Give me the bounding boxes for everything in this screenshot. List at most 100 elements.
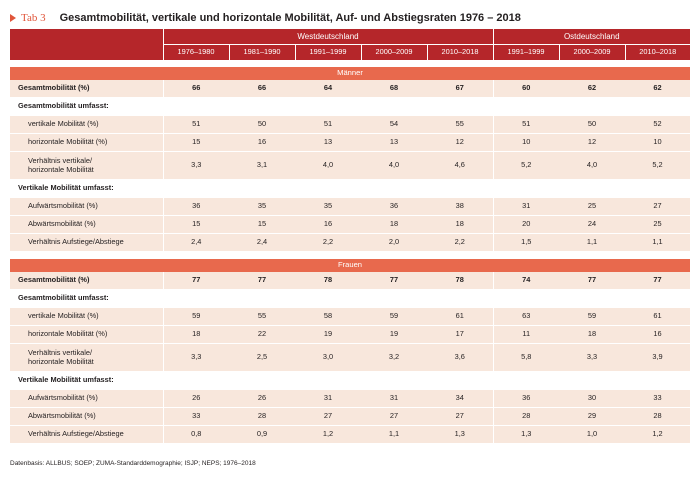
value-cell: 1,3 [427, 425, 493, 444]
section-header: Frauen [10, 259, 691, 272]
value-cell [295, 371, 361, 390]
row-label: Aufwärtsmobilität (%) [10, 389, 163, 408]
value-cell: 28 [625, 407, 691, 426]
value-cell: 16 [295, 215, 361, 234]
value-cell: 62 [559, 80, 625, 98]
value-cell: 77 [229, 272, 295, 290]
row-label: Verhältnis Aufstiege/Abstiege [10, 233, 163, 252]
gap-cell [10, 60, 691, 67]
period-header: 2010–2018 [426, 44, 493, 60]
value-cell: 59 [361, 307, 427, 326]
value-cell: 1,5 [492, 233, 559, 252]
value-cell: 74 [492, 272, 559, 290]
value-cell: 28 [492, 407, 559, 426]
value-cell: 3,3 [162, 151, 229, 180]
value-cell: 22 [229, 325, 295, 344]
table-row: Abwärtsmobilität (%) 33 28 27 27 27 28 29 28 [10, 407, 691, 426]
value-cell: 17 [427, 325, 493, 344]
value-cell: 68 [361, 80, 427, 98]
value-cell: 34 [427, 389, 493, 408]
period-header: 1976–1980 [162, 44, 229, 60]
value-cell [162, 97, 229, 116]
table-row: Abwärtsmobilität (%) 15 15 16 18 18 20 24 25 [10, 215, 691, 234]
value-cell: 1,0 [559, 425, 625, 444]
value-cell: 59 [162, 307, 229, 326]
row-label: Verhältnis vertikale/ horizontale Mobili… [10, 343, 163, 372]
table-row: Verhältnis Aufstiege/Abstiege 0,8 0,9 1,2 1,… [10, 425, 691, 444]
value-cell: 63 [492, 307, 559, 326]
value-cell: 3,0 [295, 343, 361, 372]
value-cell [492, 97, 559, 116]
table-row: vertikale Mobilität (%) 59 55 58 59 61 63 59 61 [10, 307, 691, 326]
value-cell: 50 [229, 115, 295, 134]
value-cell [229, 97, 295, 116]
value-cell: 3,3 [162, 343, 229, 372]
table-row: Aufwärtsmobilität (%) 36 35 35 36 38 31 25 27 [10, 197, 691, 216]
value-cell: 2,5 [229, 343, 295, 372]
value-cell: 77 [162, 272, 229, 290]
value-cell [492, 179, 559, 198]
value-cell: 10 [492, 133, 559, 152]
row-label: Gesamtmobilität (%) [10, 272, 163, 290]
value-cell: 24 [559, 215, 625, 234]
value-cell: 66 [229, 80, 295, 98]
value-cell [295, 97, 361, 116]
value-cell: 1,1 [361, 425, 427, 444]
value-cell [162, 289, 229, 308]
section-gap [10, 60, 691, 67]
value-cell: 28 [229, 407, 295, 426]
value-cell: 20 [492, 215, 559, 234]
value-cell: 60 [492, 80, 559, 98]
value-cell [625, 289, 691, 308]
value-cell: 27 [625, 197, 691, 216]
header-row-periods: 1976–1980 1981–1990 1991–1999 2000–2009 … [10, 44, 691, 60]
period-header: 2010–2018 [624, 44, 691, 60]
value-cell: 31 [295, 389, 361, 408]
value-cell: 29 [559, 407, 625, 426]
value-cell: 27 [295, 407, 361, 426]
section-label: Männer [10, 67, 691, 80]
value-cell [427, 97, 493, 116]
value-cell: 66 [162, 80, 229, 98]
value-cell: 1,2 [295, 425, 361, 444]
row-label: Vertikale Mobilität umfasst: [10, 179, 163, 198]
table-number: Tab 3 [21, 12, 46, 24]
value-cell [229, 179, 295, 198]
value-cell: 26 [162, 389, 229, 408]
table-row: Gesamtmobilität umfasst: [10, 97, 691, 116]
value-cell: 31 [492, 197, 559, 216]
value-cell: 0,9 [229, 425, 295, 444]
value-cell: 25 [559, 197, 625, 216]
value-cell: 3,3 [559, 343, 625, 372]
row-label: Vertikale Mobilität umfasst: [10, 371, 163, 390]
period-header: 2000–2009 [360, 44, 427, 60]
value-cell: 61 [625, 307, 691, 326]
table-row: Verhältnis Aufstiege/Abstiege 2,4 2,4 2,2 2,… [10, 233, 691, 252]
value-cell [559, 289, 625, 308]
value-cell: 33 [162, 407, 229, 426]
value-cell: 59 [559, 307, 625, 326]
section-label: Frauen [10, 259, 691, 272]
gap-cell [10, 251, 691, 259]
value-cell: 1,2 [625, 425, 691, 444]
row-label: Verhältnis Aufstiege/Abstiege [10, 425, 163, 444]
value-cell: 35 [229, 197, 295, 216]
value-cell: 12 [427, 133, 493, 152]
row-label: Abwärtsmobilität (%) [10, 215, 163, 234]
value-cell: 19 [361, 325, 427, 344]
value-cell: 31 [361, 389, 427, 408]
value-cell: 3,9 [625, 343, 691, 372]
period-header: 2000–2009 [558, 44, 625, 60]
mobility-table: Westdeutschland Ostdeutschland 1976–1980… [10, 29, 691, 444]
row-label: Abwärtsmobilität (%) [10, 407, 163, 426]
value-cell: 15 [229, 215, 295, 234]
row-label: Aufwärtsmobilität (%) [10, 197, 163, 216]
value-cell: 61 [427, 307, 493, 326]
value-cell: 3,6 [427, 343, 493, 372]
value-cell: 33 [625, 389, 691, 408]
table-row: Verhältnis vertikale/ horizontale Mobili… [10, 343, 691, 372]
table-row: Gesamtmobilität umfasst: [10, 289, 691, 308]
period-header: 1991–1999 [294, 44, 361, 60]
value-cell: 52 [625, 115, 691, 134]
value-cell: 5,8 [492, 343, 559, 372]
